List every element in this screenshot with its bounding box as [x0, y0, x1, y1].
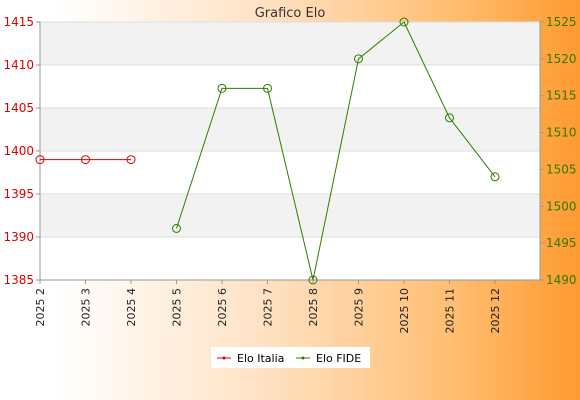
- legend-label: Elo FIDE: [316, 352, 361, 365]
- y-left-tick-label: 1395: [3, 187, 34, 201]
- series-elo-italia: [35, 155, 136, 165]
- data-point: [399, 17, 409, 27]
- y-left-tick-label: 1405: [3, 101, 34, 115]
- x-tick-label: 2025 4: [125, 288, 138, 327]
- x-tick-label: 2025 10: [398, 288, 411, 334]
- plot-band: [40, 22, 540, 65]
- legend-box: [211, 347, 370, 368]
- x-tick-label: 2025 2: [34, 288, 47, 327]
- y-right-tick-label: 1500: [546, 199, 577, 213]
- y-right-tick-label: 1520: [546, 52, 577, 66]
- legend-label: Elo Italia: [237, 352, 284, 365]
- y-right-tick-label: 1525: [546, 15, 577, 29]
- plot-band: [40, 108, 540, 151]
- data-point: [81, 155, 90, 165]
- data-point: [445, 113, 454, 123]
- x-tick-label: 2025 3: [80, 288, 93, 327]
- x-tick-label: 2025 8: [307, 288, 320, 327]
- y-right-tick-label: 1510: [546, 126, 577, 140]
- y-left-tick-label: 1390: [3, 230, 34, 244]
- series-elo-fide: [172, 17, 500, 285]
- y-right-tick-label: 1505: [546, 162, 577, 176]
- legend-marker: [222, 356, 226, 360]
- y-left-tick-label: 1385: [3, 273, 34, 287]
- x-tick-label: 2025 9: [353, 288, 366, 327]
- y-left-tick-label: 1415: [3, 15, 34, 29]
- series-lines: [35, 17, 500, 285]
- x-tick-label: 2025 5: [171, 288, 184, 327]
- axes: 1385 1390 1395 1400 1405 1410 1415 1490 1495 1500…: [3, 15, 576, 334]
- data-point: [354, 54, 363, 64]
- data-point: [126, 155, 136, 165]
- data-point: [263, 83, 272, 93]
- chart-title: Grafico Elo: [255, 6, 326, 21]
- plot-band: [40, 194, 540, 237]
- legend: Elo Italia Elo FIDE: [211, 347, 370, 368]
- x-tick-label: 2025 12: [489, 288, 502, 334]
- x-tick-label: 2025 7: [262, 288, 275, 327]
- data-point: [172, 223, 181, 233]
- x-tick-label: 2025 11: [444, 288, 457, 334]
- legend-marker: [301, 356, 305, 360]
- data-point: [217, 83, 227, 93]
- data-point: [490, 172, 500, 182]
- series-line: [176, 21, 496, 281]
- data-point: [35, 155, 45, 165]
- x-tick-label: 2025 6: [216, 288, 229, 327]
- y-left-tick-label: 1400: [3, 144, 34, 158]
- y-right-tick-label: 1515: [546, 89, 577, 103]
- data-point: [308, 275, 318, 285]
- y-right-tick-label: 1490: [546, 273, 577, 287]
- y-left-tick-label: 1410: [3, 58, 34, 72]
- y-right-tick-label: 1495: [546, 236, 577, 250]
